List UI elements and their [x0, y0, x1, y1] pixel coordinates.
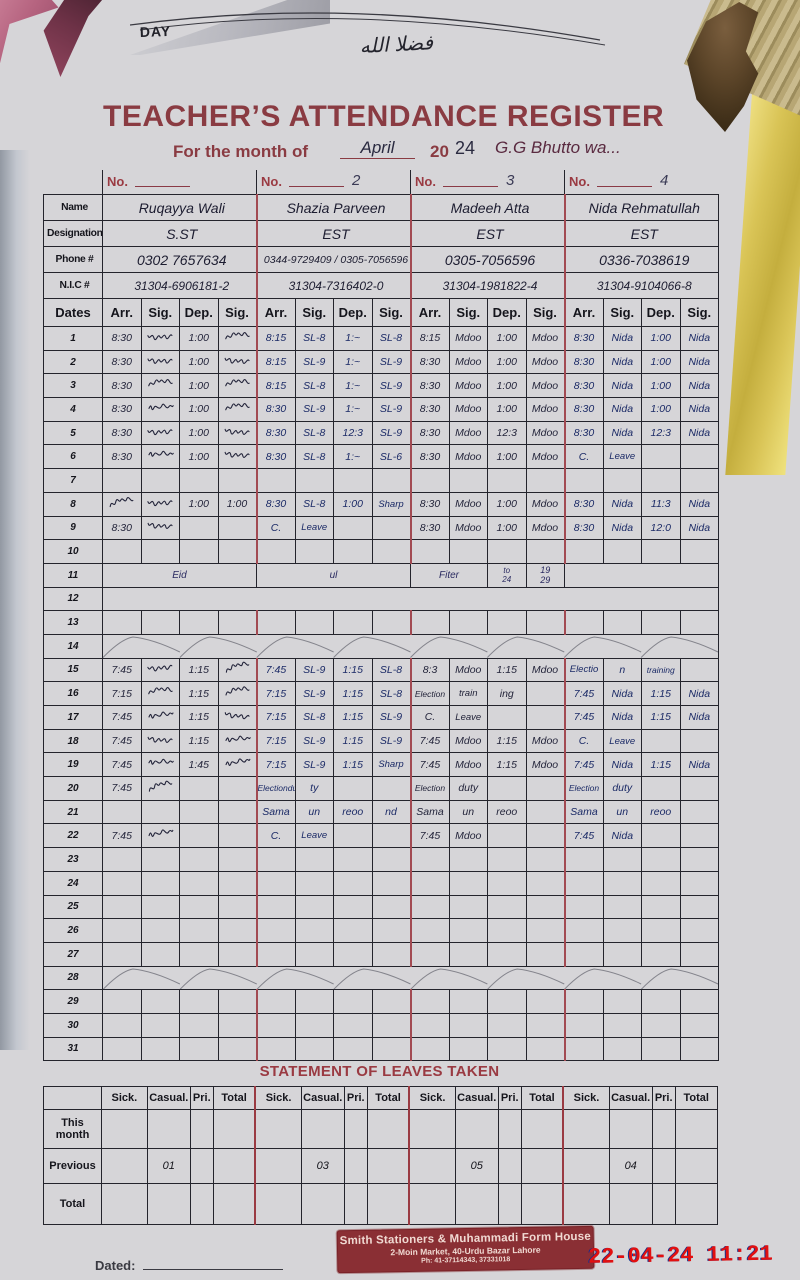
svg-text:DAY: DAY	[140, 23, 172, 40]
svg-text:فضلا الله: فضلا الله	[359, 32, 434, 58]
